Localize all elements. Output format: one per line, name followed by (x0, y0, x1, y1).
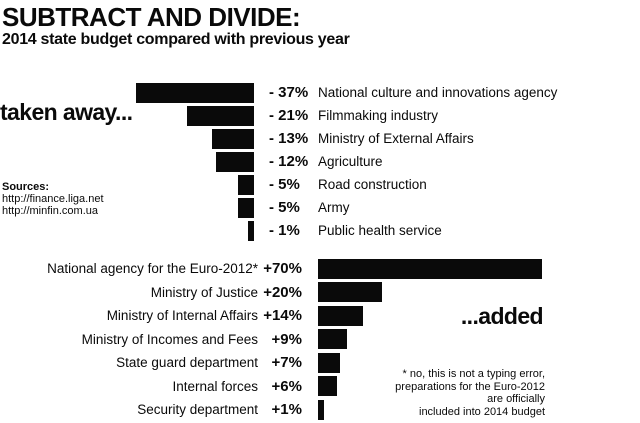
sources-heading: Sources: (2, 181, 50, 193)
taken-away-row: - 21% Filmmaking industry (0, 104, 640, 127)
taken-away-label: Agriculture (318, 154, 383, 169)
footnote: * no, this is not a typing error, prepar… (395, 368, 545, 418)
added-value: +70% (263, 260, 302, 278)
taken-away-bar (248, 220, 254, 241)
footnote-line: preparations for the Euro-2012 (395, 380, 545, 393)
taken-away-row: - 5% Army (0, 196, 640, 219)
page-title: SUBTRACT AND DIVIDE: (2, 2, 301, 32)
taken-away-value: - 5% (269, 176, 300, 193)
taken-away-value: - 13% (269, 130, 309, 147)
added-row: Ministry of Incomes and Fees +9% (0, 328, 640, 352)
added-row: Internal forces +6% (0, 375, 640, 399)
added-value: +7% (271, 354, 302, 372)
added-value: +14% (263, 307, 302, 325)
added-label: National agency for the Euro-2012* (47, 261, 258, 277)
added-value: +1% (271, 401, 302, 419)
source-link[interactable]: http://finance.liga.net (2, 193, 104, 205)
added-label: Internal forces (172, 378, 258, 394)
footnote-line: are officially (487, 393, 545, 405)
added-value: +6% (271, 377, 302, 395)
taken-away-bar (186, 105, 254, 126)
added-bar (318, 258, 542, 279)
taken-away-value: - 37% (269, 84, 309, 101)
added-row: State guard department +7% (0, 351, 640, 375)
footnote-line: included into 2014 budget (419, 405, 545, 418)
taken-away-bar (212, 128, 254, 149)
taken-away-row: - 1% Public health service (0, 219, 640, 242)
added-bar (318, 399, 324, 420)
taken-away-value: - 1% (269, 222, 300, 239)
taken-away-row: - 13% Ministry of External Affairs (0, 127, 640, 150)
taken-away-chart: - 37% National culture and innovations a… (0, 81, 640, 242)
page-subtitle: 2014 state budget compared with previous… (2, 31, 350, 48)
taken-away-label: Ministry of External Affairs (318, 131, 474, 146)
added-bar (318, 305, 363, 326)
added-bar (318, 282, 382, 303)
added-bar (318, 376, 338, 397)
source-link[interactable]: http://minfin.com.ua (2, 205, 98, 217)
taken-away-value: - 21% (269, 107, 309, 124)
added-row: Ministry of Internal Affairs +14% (0, 304, 640, 328)
taken-away-bar (238, 174, 254, 195)
added-bar (318, 352, 341, 373)
added-row: National agency for the Euro-2012* +70% (0, 257, 640, 281)
taken-away-row: - 37% National culture and innovations a… (0, 81, 640, 104)
taken-away-label: Army (318, 200, 350, 215)
added-label: Security department (137, 402, 258, 418)
taken-away-row: - 12% Agriculture (0, 150, 640, 173)
taken-away-label: Road construction (318, 177, 427, 192)
taken-away-label: Public health service (318, 223, 442, 238)
added-value: +9% (271, 330, 302, 348)
added-label: Ministry of Incomes and Fees (81, 331, 258, 347)
taken-away-label: National culture and innovations agency (318, 85, 558, 100)
added-row: Security department +1% (0, 398, 640, 422)
section-label-added: ...added (460, 303, 544, 329)
sources-block: Sources: http://finance.liga.net http://… (2, 181, 104, 217)
section-label-taken-away: taken away... (0, 99, 133, 125)
taken-away-row: - 5% Road construction (0, 173, 640, 196)
added-row: Ministry of Justice +20% (0, 281, 640, 305)
footnote-line: * no, this is not a typing error, (402, 368, 545, 380)
taken-away-label: Filmmaking industry (318, 108, 439, 123)
added-bar (318, 329, 347, 350)
taken-away-bar (135, 82, 254, 103)
taken-away-value: - 12% (269, 153, 309, 170)
added-label: Ministry of Justice (150, 284, 258, 300)
added-value: +20% (263, 283, 302, 301)
added-label: Ministry of Internal Affairs (106, 308, 258, 324)
added-label: State guard department (116, 355, 258, 371)
taken-away-bar (238, 197, 254, 218)
taken-away-bar (215, 151, 254, 172)
taken-away-value: - 5% (269, 199, 300, 216)
added-chart: National agency for the Euro-2012* +70% … (0, 257, 640, 422)
